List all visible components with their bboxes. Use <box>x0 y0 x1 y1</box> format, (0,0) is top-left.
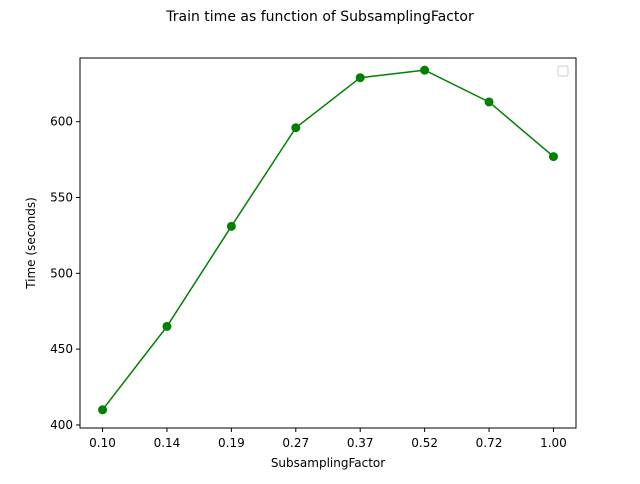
y-axis: 400 450 500 550 600 <box>50 115 80 432</box>
y-tick-label: 600 <box>50 115 73 129</box>
x-tick-label: 0.72 <box>476 436 503 450</box>
data-point <box>226 221 236 231</box>
data-point <box>162 321 172 331</box>
chart-title: Train time as function of SubsamplingFac… <box>165 9 474 25</box>
series-layer <box>98 65 558 415</box>
x-axis-label: SubsamplingFactor <box>271 456 385 470</box>
x-tick-label: 0.10 <box>89 436 116 450</box>
series-line <box>101 69 554 411</box>
y-axis-label: Time (seconds) <box>24 197 38 290</box>
x-tick-label: 1.00 <box>540 436 567 450</box>
data-point <box>548 152 558 162</box>
x-tick-label: 0.52 <box>411 436 438 450</box>
x-tick-label: 0.27 <box>282 436 309 450</box>
x-tick-label: 0.14 <box>154 436 181 450</box>
plot-area <box>79 57 577 429</box>
y-tick-label: 400 <box>50 418 73 432</box>
x-axis: 0.10 0.14 0.19 0.27 0.37 0.52 0.72 1.00 <box>89 428 567 450</box>
legend-box <box>557 65 569 77</box>
x-tick-label: 0.19 <box>218 436 245 450</box>
data-point <box>355 73 365 83</box>
y-tick-label: 500 <box>50 266 73 280</box>
data-point <box>98 405 108 415</box>
y-tick-label: 450 <box>50 342 73 356</box>
data-point <box>291 123 301 133</box>
data-point <box>420 65 430 75</box>
data-point <box>484 97 494 107</box>
y-tick-label: 550 <box>50 191 73 205</box>
x-tick-label: 0.37 <box>347 436 374 450</box>
